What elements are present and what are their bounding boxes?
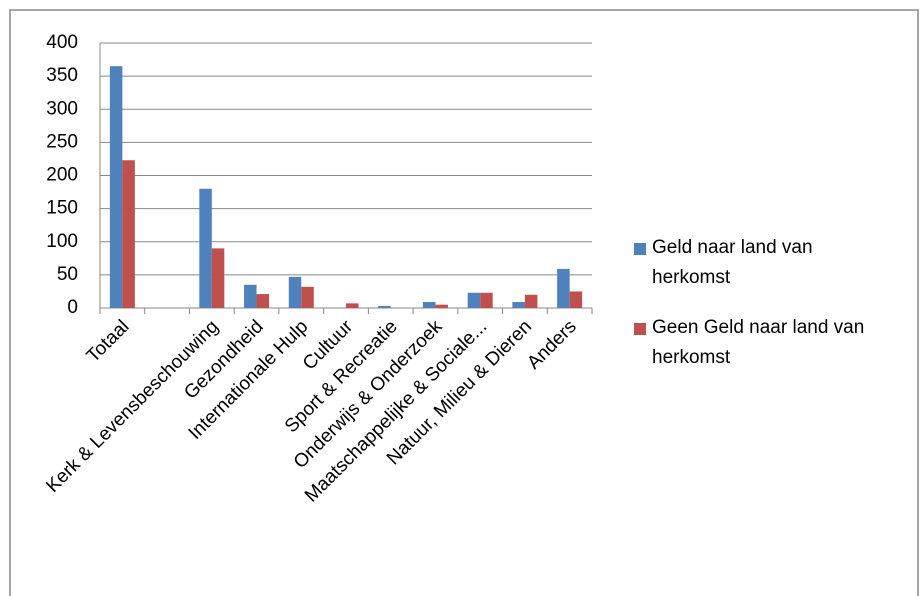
x-tick-label: Kerk & Levensbeschouwing: [42, 316, 223, 497]
y-tick-label: 300: [46, 98, 78, 119]
bar: [199, 188, 212, 308]
y-tick-label: 50: [57, 264, 78, 285]
legend-label: Geld naar land van herkomst: [652, 237, 813, 288]
y-tick-label: 100: [46, 231, 78, 252]
bar: [244, 284, 257, 308]
bar: [480, 292, 493, 308]
y-tick-label: 150: [46, 198, 78, 219]
bar: [524, 294, 538, 308]
bar: [346, 303, 359, 308]
bar: [467, 292, 481, 308]
legend-swatch: [634, 323, 646, 335]
chart-frame: [9, 9, 919, 596]
bar: [288, 276, 302, 308]
bar: [109, 66, 123, 308]
legend-swatch: [634, 243, 646, 255]
y-tick-label: 250: [46, 131, 78, 152]
x-tick-label: Totaal: [83, 316, 134, 367]
bar: [211, 248, 225, 308]
legend-label: Geen Geld naar land van herkomst: [652, 317, 865, 368]
y-tick-label: 400: [46, 32, 78, 53]
y-tick-label: 0: [67, 297, 78, 318]
bar: [435, 304, 448, 308]
bar: [422, 302, 436, 308]
bar: [301, 286, 314, 308]
y-tick-label: 350: [46, 65, 78, 86]
bar: [569, 291, 583, 308]
bar: [512, 302, 525, 308]
y-tick-label: 200: [46, 165, 78, 186]
bar: [557, 268, 570, 308]
bar: [378, 306, 391, 308]
x-tick-label: Anders: [523, 316, 580, 373]
bar: [256, 294, 270, 308]
bar: [122, 160, 135, 308]
